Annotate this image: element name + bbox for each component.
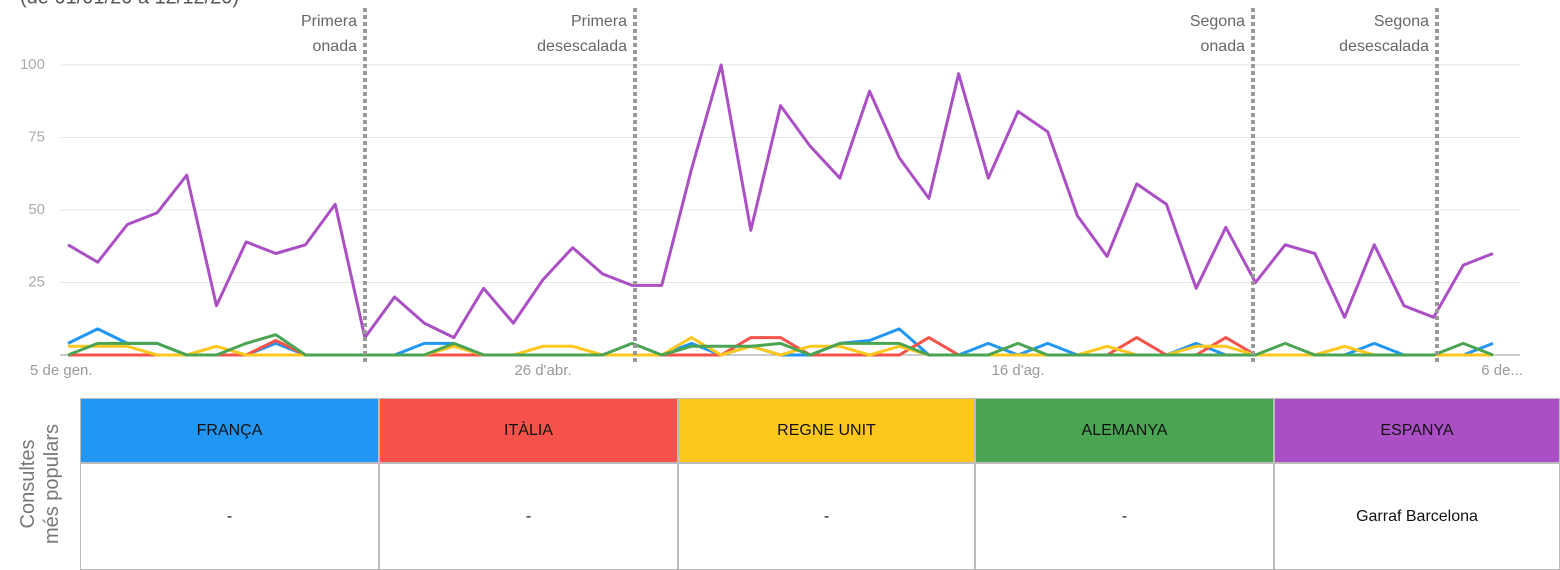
- y-tick-label: 75: [28, 128, 45, 145]
- event-label: onada: [1201, 38, 1246, 55]
- country-header: FRANÇA: [80, 398, 379, 463]
- event-label: desescalada: [537, 38, 627, 55]
- query-cell: -: [975, 463, 1274, 570]
- x-tick-label: 5 de gen.: [30, 362, 93, 379]
- event-label: Segona: [1374, 13, 1429, 30]
- x-tick-label: 16 d'ag.: [992, 362, 1045, 379]
- country-header: REGNE UNIT: [678, 398, 975, 463]
- subtitle: (de 01/01/20 a 12/12/20): [20, 0, 239, 8]
- x-tick-label: 26 d'abr.: [514, 362, 571, 379]
- series-line: [67, 333, 1494, 357]
- series-line: [67, 63, 1494, 340]
- event-label: Primera: [301, 13, 357, 30]
- y-tick-label: 25: [28, 273, 45, 290]
- y-tick-label: 50: [28, 201, 45, 218]
- event-label: onada: [313, 38, 358, 55]
- event-label: Segona: [1190, 13, 1245, 30]
- event-label: desescalada: [1339, 38, 1429, 55]
- query-cell: -: [379, 463, 678, 570]
- query-cell: Garraf Barcelona: [1274, 463, 1560, 570]
- queries-table: FRANÇA ITÀLIA REGNE UNIT ALEMANYA ESPANYA - - -…: [80, 398, 1560, 570]
- query-cell: -: [678, 463, 975, 570]
- row-label: Consultes més populars: [0, 398, 80, 570]
- y-tick-label: 100: [20, 56, 45, 73]
- query-cell: -: [80, 463, 379, 570]
- row-label-line: Consultes: [17, 439, 39, 529]
- country-header: ITÀLIA: [379, 398, 678, 463]
- row-label-line: més populars: [41, 423, 63, 545]
- x-tick-label: 6 de...: [1481, 362, 1523, 379]
- event-label: Primera: [571, 13, 627, 30]
- country-header: ESPANYA: [1274, 398, 1560, 463]
- country-header: ALEMANYA: [975, 398, 1274, 463]
- chart: (de 01/01/20 a 12/12/20) 25 50 75 100 5 de g…: [20, 0, 1523, 379]
